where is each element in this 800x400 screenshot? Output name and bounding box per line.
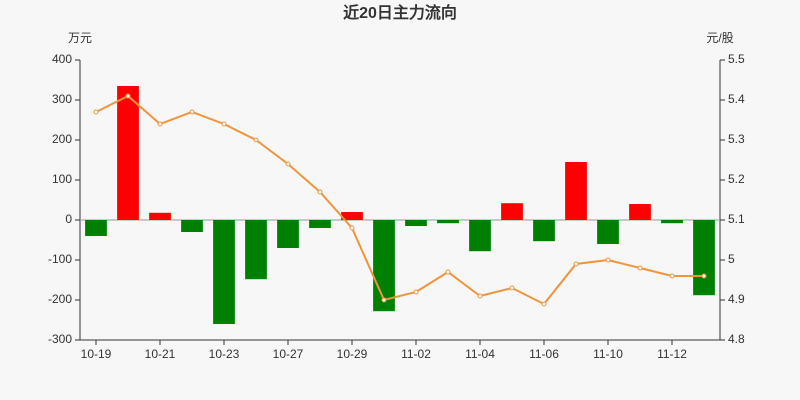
bar <box>661 220 683 224</box>
bar <box>245 220 267 280</box>
x-tick-label: 11-04 <box>465 347 495 361</box>
x-tick-label: 10-29 <box>337 347 368 361</box>
price-point <box>701 273 707 279</box>
bar <box>469 220 491 252</box>
bar <box>693 220 715 296</box>
y-tick-label: 400 <box>52 52 72 66</box>
price-point <box>157 121 163 127</box>
x-tick-label: 10-23 <box>209 347 240 361</box>
y2-axis-unit: 元/股 <box>706 31 733 45</box>
price-point <box>253 137 259 143</box>
price-point <box>93 109 99 115</box>
price-point <box>573 261 579 267</box>
bar <box>309 220 331 228</box>
x-tick-label: 10-21 <box>145 347 176 361</box>
bar <box>341 212 363 220</box>
price-point <box>125 93 131 99</box>
bar <box>149 212 171 220</box>
price-point <box>349 225 355 231</box>
y2-tick-label: 5.2 <box>728 172 745 186</box>
bar <box>277 220 299 248</box>
price-point <box>317 189 323 195</box>
bar <box>181 220 203 232</box>
price-point <box>381 297 387 303</box>
x-tick-label: 11-06 <box>529 347 559 361</box>
bar <box>117 86 139 220</box>
price-line <box>95 94 704 306</box>
price-point <box>221 121 227 127</box>
bar <box>597 220 619 244</box>
y-tick-label: -200 <box>48 292 72 306</box>
price-point <box>477 293 483 299</box>
x-tick-label: 10-19 <box>81 347 112 361</box>
y-tick-label: -300 <box>48 332 72 346</box>
chart-title: 近20日主力流向 <box>343 3 457 22</box>
y2-tick-label: 4.8 <box>728 332 745 346</box>
x-tick-label: 10-27 <box>273 347 304 361</box>
y-tick-label: -100 <box>48 252 72 266</box>
x-tick-label: 11-02 <box>401 347 431 361</box>
bar <box>565 162 587 220</box>
x-tick-label: 11-12 <box>657 347 687 361</box>
y2-tick-label: 5.3 <box>728 132 745 146</box>
y-tick-label: 200 <box>52 132 72 146</box>
bar <box>501 203 523 220</box>
bar <box>629 204 651 220</box>
y2-tick-label: 5 <box>728 252 735 266</box>
bar <box>85 220 107 236</box>
y2-tick-label: 5.4 <box>728 92 745 106</box>
y-axis-unit: 万元 <box>68 31 92 45</box>
y-tick-label: 300 <box>52 92 72 106</box>
price-point <box>637 265 643 271</box>
price-point <box>605 257 611 263</box>
price-point <box>669 273 675 279</box>
price-point <box>285 161 291 167</box>
price-point <box>189 109 195 115</box>
bar <box>213 220 235 324</box>
y2-tick-label: 4.9 <box>728 292 745 306</box>
price-point <box>445 269 451 275</box>
bar <box>437 220 459 224</box>
bar <box>533 220 555 242</box>
y-tick-label: 0 <box>65 212 72 226</box>
x-tick-label: 11-10 <box>593 347 623 361</box>
y-tick-label: 100 <box>52 172 72 186</box>
y2-tick-label: 5.1 <box>728 212 745 226</box>
price-point <box>541 301 547 307</box>
bar <box>405 220 427 226</box>
price-point <box>509 285 515 291</box>
price-point <box>413 289 419 295</box>
y2-tick-label: 5.5 <box>728 52 745 66</box>
